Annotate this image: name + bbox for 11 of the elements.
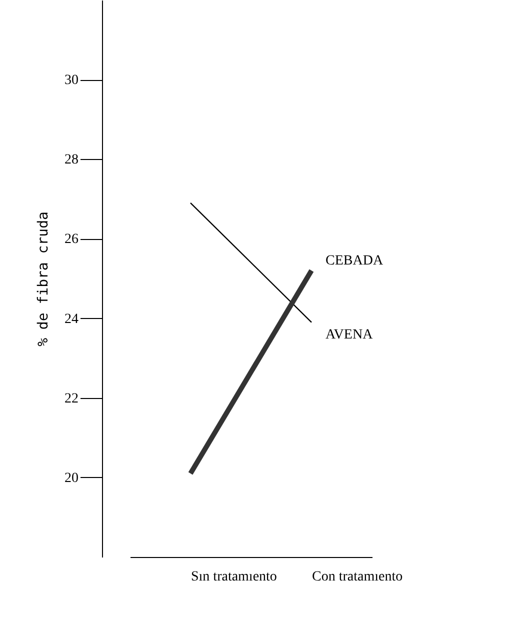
y-tick-label: 22 bbox=[64, 391, 78, 406]
y-tick-label: 30 bbox=[64, 73, 78, 88]
series-label: CEBADA bbox=[326, 254, 384, 269]
x-tick-label: Con tratamıento bbox=[312, 570, 403, 584]
x-tick-label: Sın tratamıento bbox=[191, 570, 277, 584]
y-tick-label: 28 bbox=[64, 152, 78, 168]
y-tick-label: 24 bbox=[64, 312, 78, 327]
y-axis-title: % de fibra cruda bbox=[36, 212, 52, 346]
y-tick-label: 20 bbox=[64, 470, 78, 486]
series-label: AVENA bbox=[326, 327, 374, 342]
y-tick-label: 26 bbox=[64, 232, 78, 248]
